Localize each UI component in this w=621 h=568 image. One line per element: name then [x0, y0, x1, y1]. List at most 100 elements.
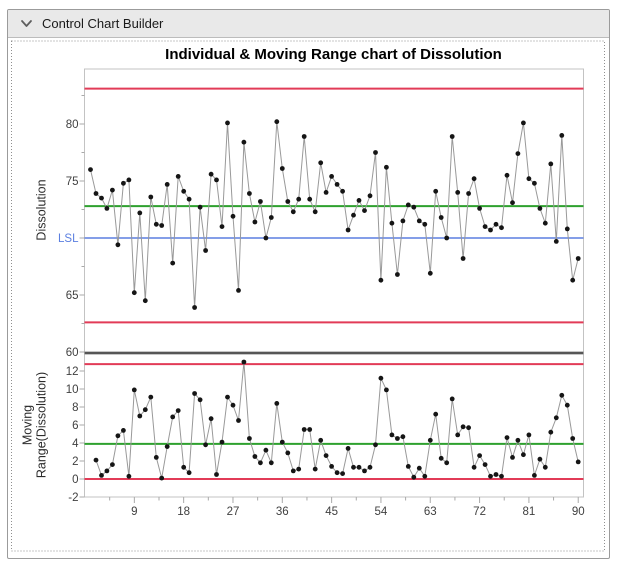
report-header[interactable]: Control Chart Builder	[8, 10, 609, 38]
moving-range-data-point[interactable]	[137, 413, 143, 419]
individuals-data-point[interactable]	[203, 248, 209, 253]
individuals-data-point[interactable]	[329, 174, 334, 179]
moving-range-data-point[interactable]	[471, 464, 477, 470]
moving-range-data-point[interactable]	[340, 471, 345, 476]
moving-range-data-point[interactable]	[148, 394, 154, 400]
individuals-data-point[interactable]	[142, 298, 148, 304]
moving-range-data-point[interactable]	[564, 402, 570, 408]
individuals-data-point[interactable]	[548, 161, 554, 167]
individuals-data-point[interactable]	[570, 277, 576, 283]
moving-range-data-point[interactable]	[510, 455, 515, 460]
individuals-data-point[interactable]	[247, 191, 252, 196]
individuals-data-point[interactable]	[307, 196, 313, 202]
individuals-data-point[interactable]	[389, 220, 395, 226]
moving-range-data-point[interactable]	[279, 439, 285, 445]
x-tick-label[interactable]: 54	[375, 506, 388, 518]
individuals-frame[interactable]	[84, 68, 584, 353]
ytick-label-60[interactable]: 60	[66, 347, 79, 359]
individuals-data-point[interactable]	[537, 206, 543, 211]
moving-range-data-point[interactable]	[570, 436, 576, 441]
moving-range-data-point[interactable]	[175, 408, 181, 413]
individuals-data-point[interactable]	[164, 182, 170, 187]
x-tick-label[interactable]: 36	[276, 506, 289, 518]
moving-range-data-point[interactable]	[575, 459, 581, 465]
individuals-data-point[interactable]	[258, 199, 263, 204]
individuals-data-point[interactable]	[466, 191, 471, 196]
individuals-data-point[interactable]	[175, 174, 181, 179]
moving-range-data-point[interactable]	[208, 416, 214, 422]
moving-range-data-point[interactable]	[236, 418, 241, 423]
individuals-data-point[interactable]	[104, 206, 110, 211]
x-tick-label[interactable]: 81	[523, 506, 536, 518]
individuals-data-point[interactable]	[148, 194, 154, 200]
individuals-data-point[interactable]	[378, 277, 384, 283]
moving-range-data-point[interactable]	[351, 464, 356, 470]
moving-range-data-point[interactable]	[186, 470, 192, 476]
individuals-plot-area[interactable]	[88, 119, 581, 310]
individuals-data-point[interactable]	[230, 213, 236, 219]
individuals-data-point[interactable]	[356, 198, 362, 203]
individuals-data-point[interactable]	[575, 256, 581, 261]
moving-range-data-point[interactable]	[515, 437, 521, 443]
moving-range-data-point[interactable]	[504, 435, 510, 440]
individuals-data-point[interactable]	[110, 187, 115, 193]
chevron-down-icon[interactable]	[19, 17, 33, 31]
moving-range-data-point[interactable]	[460, 424, 466, 430]
moving-range-data-point[interactable]	[121, 428, 126, 433]
individuals-data-point[interactable]	[499, 225, 504, 231]
moving-range-data-point[interactable]	[334, 470, 340, 476]
moving-range-data-point[interactable]	[285, 450, 291, 456]
x-tick-label[interactable]: 90	[572, 506, 585, 518]
individuals-data-point[interactable]	[559, 133, 565, 138]
moving-range-frame[interactable]	[84, 353, 584, 498]
x-tick-label[interactable]: 45	[325, 506, 338, 518]
individuals-data-point[interactable]	[334, 182, 340, 187]
moving-range-data-point[interactable]	[384, 387, 389, 393]
moving-range-data-point[interactable]	[389, 432, 395, 438]
individuals-data-point[interactable]	[362, 208, 367, 214]
y-tick-label[interactable]: 8	[72, 402, 78, 414]
individuals-data-point[interactable]	[219, 224, 225, 230]
moving-range-data-point[interactable]	[104, 468, 110, 474]
moving-range-data-point[interactable]	[307, 427, 313, 432]
moving-range-data-point[interactable]	[142, 407, 148, 413]
y-tick-label[interactable]: 6	[72, 420, 78, 432]
individuals-data-point[interactable]	[367, 193, 373, 199]
y-tick-label[interactable]: 10	[66, 384, 79, 396]
individuals-data-point[interactable]	[159, 223, 165, 228]
individuals-data-point[interactable]	[263, 235, 269, 241]
y-tick-label[interactable]: 12	[66, 366, 79, 378]
moving-range-data-point[interactable]	[115, 433, 121, 439]
individuals-data-point[interactable]	[521, 120, 526, 126]
individuals-data-point[interactable]	[214, 177, 219, 183]
moving-range-data-point[interactable]	[438, 455, 444, 461]
moving-range-data-point[interactable]	[274, 401, 280, 406]
moving-range-data-point[interactable]	[214, 472, 219, 477]
moving-range-data-point[interactable]	[433, 411, 439, 417]
chart-title[interactable]: Individual & Moving Range chart of Disso…	[165, 46, 502, 63]
individuals-data-point[interactable]	[477, 206, 482, 211]
moving-range-data-point[interactable]	[225, 394, 230, 400]
x-tick-label[interactable]: 18	[177, 506, 190, 518]
individuals-data-point[interactable]	[395, 272, 400, 277]
individuals-data-point[interactable]	[351, 212, 356, 218]
individuals-data-point[interactable]	[564, 226, 570, 232]
individuals-data-point[interactable]	[400, 218, 406, 224]
individuals-data-point[interactable]	[126, 177, 132, 183]
individuals-data-point[interactable]	[131, 290, 137, 296]
moving-range-data-point[interactable]	[400, 434, 406, 440]
moving-range-data-point[interactable]	[126, 473, 132, 479]
individuals-data-point[interactable]	[444, 235, 450, 241]
moving-range-data-point[interactable]	[258, 460, 263, 466]
individuals-data-point[interactable]	[181, 188, 187, 194]
individuals-data-point[interactable]	[532, 180, 537, 186]
individuals-data-point[interactable]	[438, 215, 444, 220]
x-tick-label[interactable]: 72	[473, 506, 486, 518]
individuals-data-point[interactable]	[208, 171, 214, 177]
moving-range-data-point[interactable]	[230, 402, 236, 408]
individuals-data-point[interactable]	[542, 220, 548, 226]
moving-range-plot-area[interactable]	[93, 359, 581, 481]
moving-range-data-point[interactable]	[356, 464, 362, 470]
individuals-data-point[interactable]	[137, 210, 143, 216]
moving-range-data-point[interactable]	[537, 456, 543, 462]
